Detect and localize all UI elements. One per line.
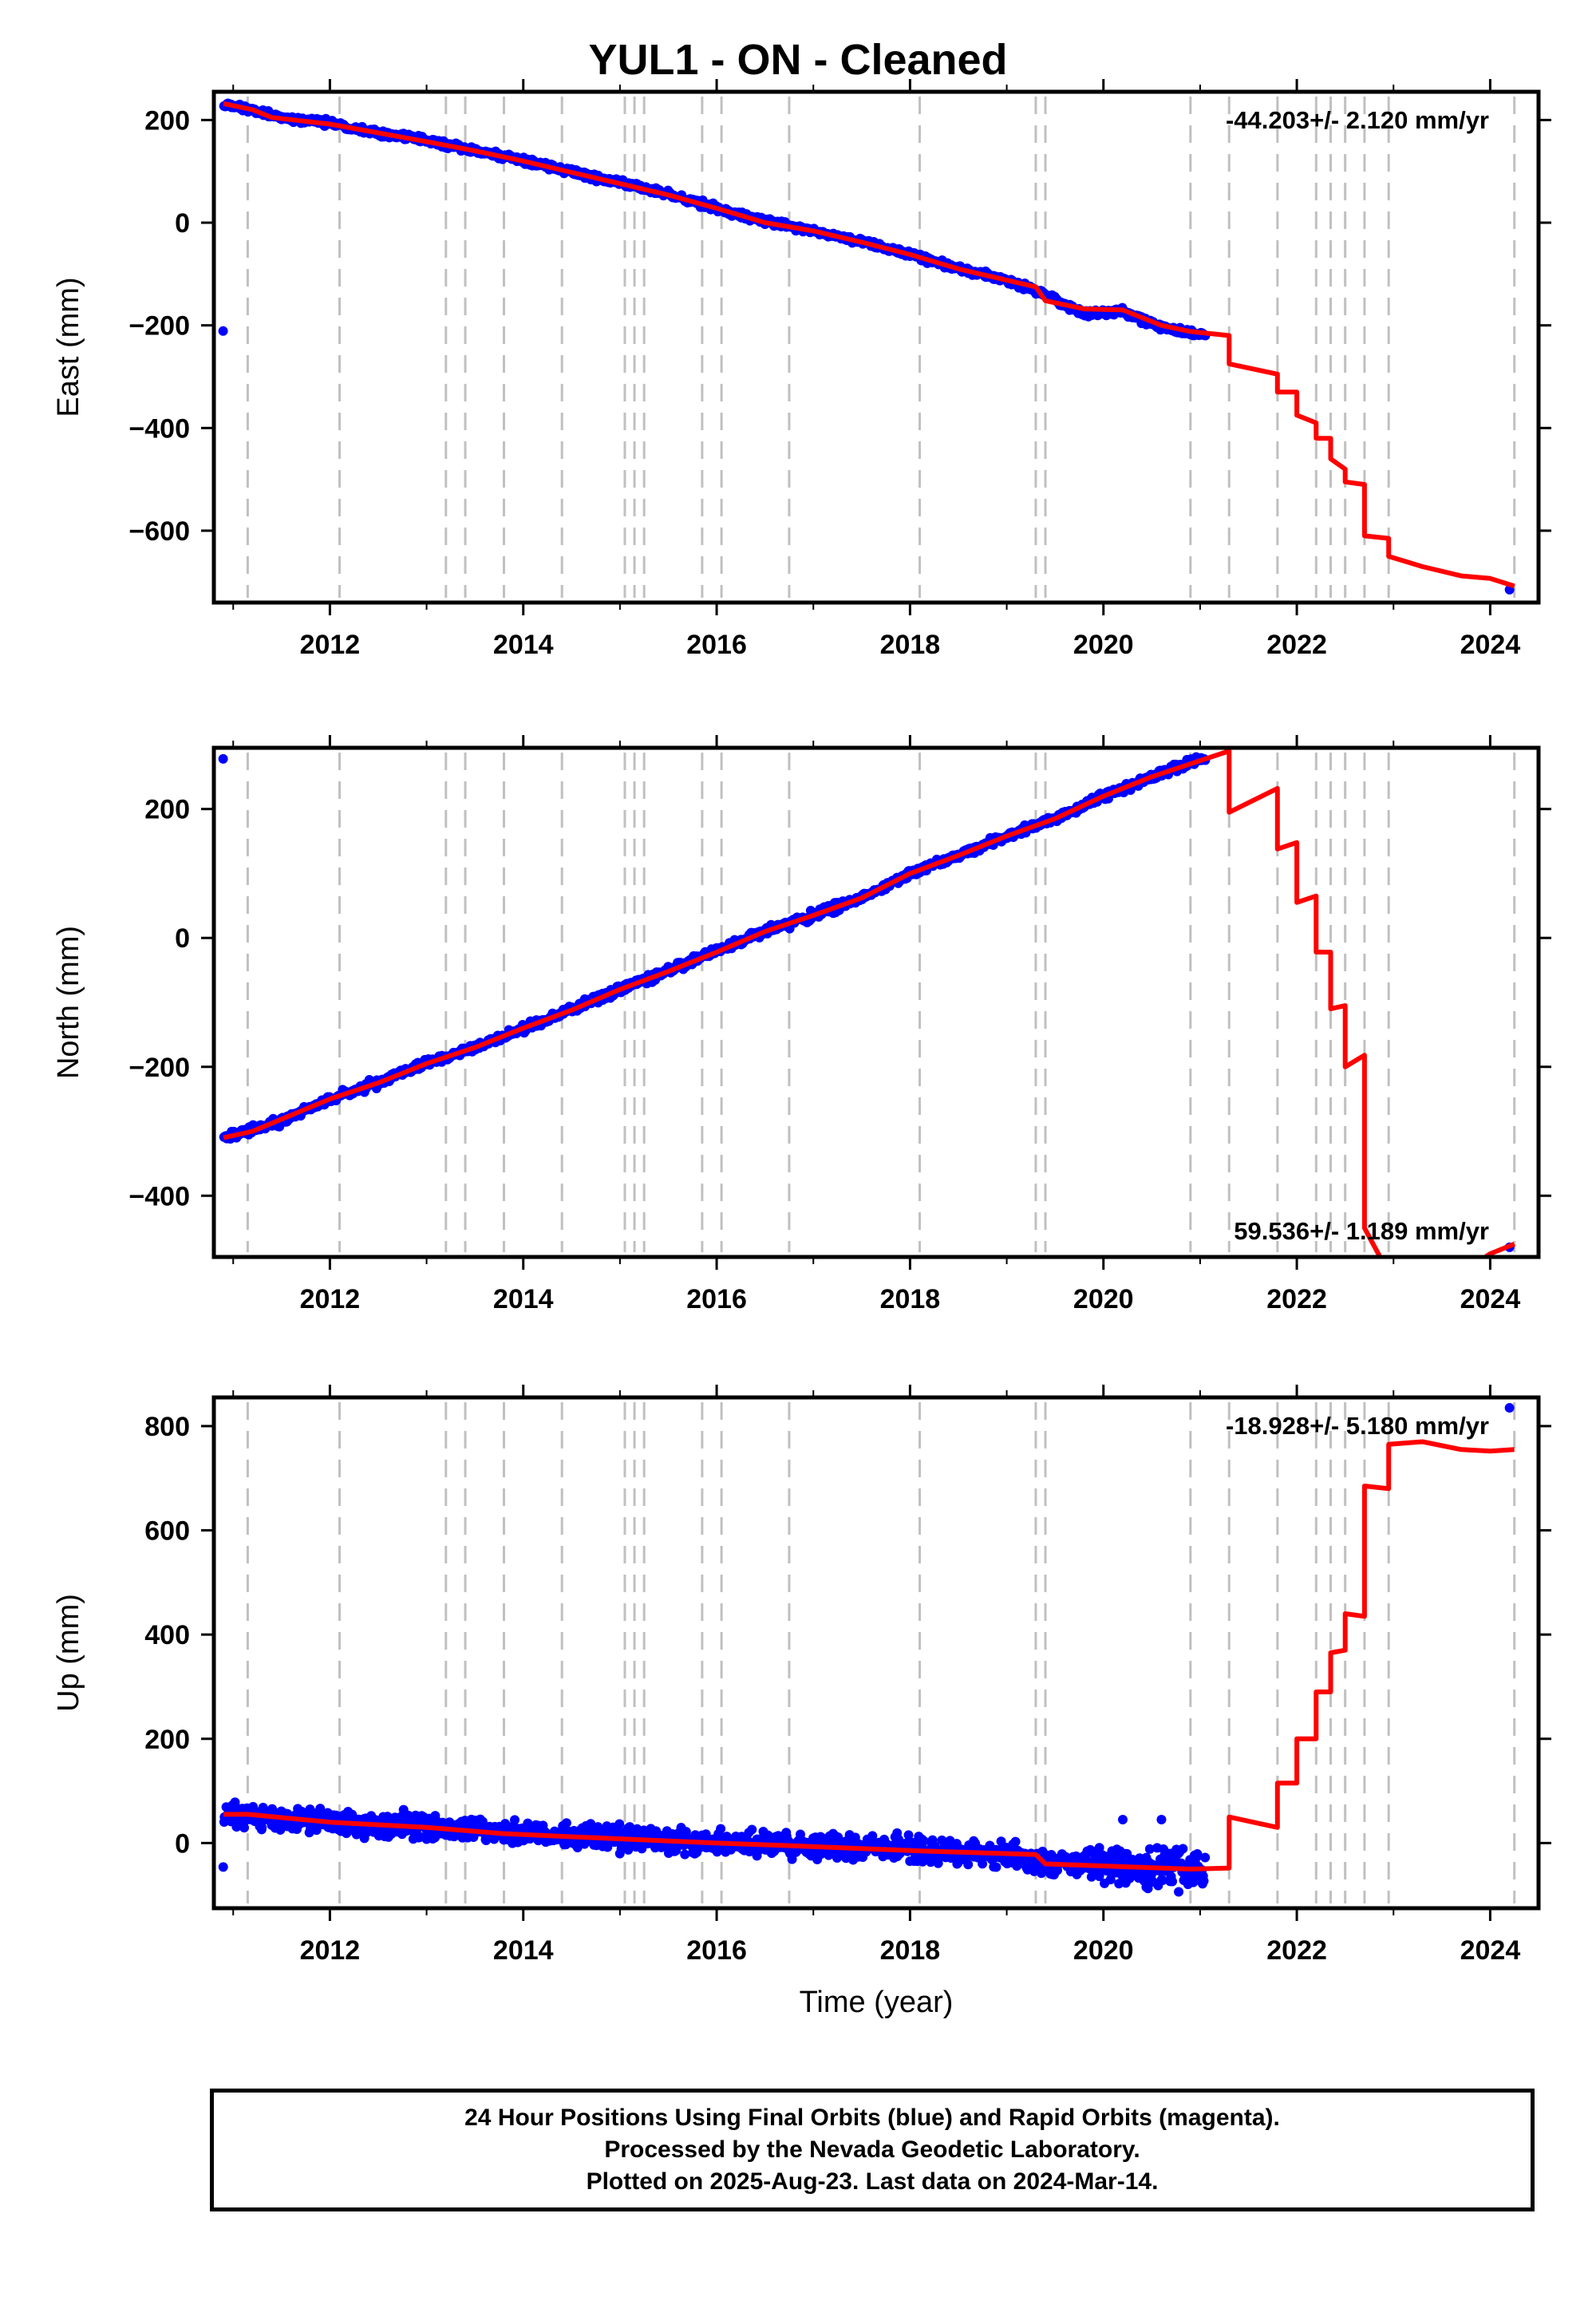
data-point xyxy=(602,1842,613,1852)
plot-area xyxy=(218,749,1515,1257)
data-point xyxy=(937,1835,947,1845)
y-tick-label: 200 xyxy=(144,1725,190,1755)
data-point xyxy=(305,1804,315,1814)
data-point xyxy=(510,1815,520,1825)
x-tick-label: 2014 xyxy=(493,1935,554,1966)
x-tick-label: 2020 xyxy=(1073,1284,1134,1314)
data-points xyxy=(218,1797,1211,1897)
data-point xyxy=(867,1831,878,1841)
x-tick-label: 2020 xyxy=(1073,1935,1134,1966)
data-point xyxy=(1199,1875,1209,1886)
footer-line-3: Plotted on 2025-Aug-23. Last data on 202… xyxy=(586,2168,1159,2195)
model-line xyxy=(223,101,1515,589)
y-axis-label: East (mm) xyxy=(52,277,85,417)
y-tick-label: 800 xyxy=(144,1412,190,1442)
y-axis-label: North (mm) xyxy=(52,926,85,1079)
y-tick-label: 0 xyxy=(175,208,190,239)
model-line xyxy=(223,1439,1515,1871)
x-tick-label: 2020 xyxy=(1073,630,1134,660)
y-tick-label: −600 xyxy=(128,516,190,547)
y-tick-label: −200 xyxy=(128,311,190,342)
panel-1: 2012 2014 2016 2018 2020 2022 2024 −600 −400 −200… xyxy=(52,79,1551,660)
x-tick-label: 2012 xyxy=(300,630,361,660)
data-point xyxy=(1192,1849,1203,1860)
data-point xyxy=(218,326,228,336)
panel-frame xyxy=(211,745,1541,1259)
rate-label: 59.536+/- 1.189 mm/yr xyxy=(1234,1217,1489,1245)
data-point xyxy=(239,1823,250,1833)
data-point xyxy=(1174,1887,1184,1897)
data-point xyxy=(1144,1844,1155,1854)
figure-title: YUL1 - ON - Cleaned xyxy=(588,36,1008,84)
data-point xyxy=(991,1862,1001,1872)
panel-3: 2012 2014 2016 2018 2020 2022 2024 0 200 400 600 80… xyxy=(52,1385,1551,2019)
data-point xyxy=(716,1824,726,1834)
panel-frame xyxy=(211,1395,1541,1911)
footer-legend: 24 Hour Positions Using Final Orbits (bl… xyxy=(210,2089,1535,2211)
y-tick-label: 400 xyxy=(144,1620,190,1650)
data-point xyxy=(614,1819,625,1829)
data-point xyxy=(978,1859,988,1869)
data-point xyxy=(481,1836,492,1846)
data-point xyxy=(1094,1871,1104,1882)
x-tick-label: 2024 xyxy=(1460,1284,1521,1314)
x-tick-label: 2022 xyxy=(1266,1284,1327,1314)
data-point xyxy=(1167,1876,1178,1887)
data-point xyxy=(1105,1875,1116,1885)
outlier-point xyxy=(1156,1814,1167,1824)
x-tick-label: 2024 xyxy=(1460,1935,1521,1966)
y-tick-label: 0 xyxy=(175,923,190,954)
x-tick-label: 2018 xyxy=(880,1284,941,1314)
y-tick-label: −400 xyxy=(128,1181,190,1211)
panel-frame xyxy=(211,89,1541,605)
model-line xyxy=(223,749,1515,1257)
data-point xyxy=(1010,1836,1021,1847)
data-point xyxy=(918,1836,929,1846)
x-tick-label: 2012 xyxy=(300,1935,361,1966)
data-point xyxy=(1200,1852,1211,1863)
footer-line-1: 24 Hour Positions Using Final Orbits (bl… xyxy=(464,2105,1280,2131)
x-axis-label: Time (year) xyxy=(800,1986,954,2019)
x-tick-label: 2022 xyxy=(1266,1935,1327,1966)
x-tick-label: 2016 xyxy=(686,1284,747,1314)
rate-label: -44.203+/- 2.120 mm/yr xyxy=(1226,106,1489,134)
data-point xyxy=(903,1830,914,1840)
data-point xyxy=(1157,1875,1167,1885)
x-tick-label: 2014 xyxy=(493,630,554,660)
x-tick-label: 2014 xyxy=(493,1284,554,1314)
outlier-point xyxy=(1117,1814,1128,1824)
footer-line-2: Processed by the Nevada Geodetic Laborat… xyxy=(604,2136,1140,2163)
x-tick-label: 2018 xyxy=(880,630,941,660)
data-point xyxy=(218,753,228,764)
rate-label: -18.928+/- 5.180 mm/yr xyxy=(1226,1412,1489,1440)
x-tick-label: 2024 xyxy=(1460,630,1521,660)
y-tick-label: 600 xyxy=(144,1516,190,1547)
x-tick-label: 2018 xyxy=(880,1935,941,1966)
y-tick-label: 0 xyxy=(175,1828,190,1859)
data-point xyxy=(680,1849,690,1860)
data-point xyxy=(561,1818,571,1828)
data-point xyxy=(1036,1868,1046,1879)
y-axis-label: Up (mm) xyxy=(52,1594,85,1712)
y-tick-label: 200 xyxy=(144,105,190,136)
data-point xyxy=(257,1822,267,1832)
panel-2: 2012 2014 2016 2018 2020 2022 2024 −400 −200 0 200… xyxy=(52,735,1551,1314)
plot-area xyxy=(218,1403,1515,1897)
y-tick-label: 200 xyxy=(144,795,190,825)
data-point xyxy=(747,1824,757,1835)
x-tick-label: 2016 xyxy=(686,630,747,660)
x-tick-label: 2016 xyxy=(686,1935,747,1966)
outlier-point xyxy=(1504,1403,1515,1413)
plot-area xyxy=(218,98,1515,595)
y-tick-label: −200 xyxy=(128,1053,190,1083)
data-point xyxy=(1178,1844,1188,1854)
data-point xyxy=(963,1860,974,1870)
y-tick-label: −400 xyxy=(128,413,190,444)
x-tick-label: 2012 xyxy=(300,1284,361,1314)
data-point xyxy=(218,1862,228,1872)
data-point xyxy=(1143,1883,1153,1894)
x-tick-label: 2022 xyxy=(1266,630,1327,660)
